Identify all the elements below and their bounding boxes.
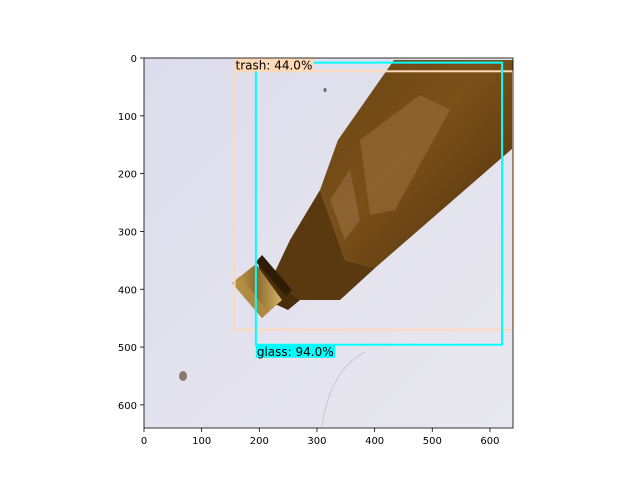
y-tick-label: 300 [118,227,137,238]
detection-box [254,61,504,346]
x-tick-label: 400 [365,436,384,447]
axes-frame [143,57,514,429]
x-tick-label: 200 [250,436,269,447]
y-tick-label: 400 [118,285,137,296]
x-tick-label: 300 [307,436,326,447]
y-axis: 0 100 200 300 400 500 600 [118,54,144,412]
stain-spot-small [323,88,327,92]
cap-rim [232,276,268,318]
y-tick-label: 500 [118,343,137,354]
x-axis: 0 100 200 300 400 500 600 [141,428,499,447]
bottle-neck [272,190,375,300]
surface-mark [321,351,366,427]
detection-label-bg [255,344,336,358]
detection-labels: trash: 44.0% glass: 94.0% [234,58,336,359]
stain-spot [179,371,187,381]
detection-label: trash: 44.0% [236,58,313,72]
y-tick-label: 0 [131,54,137,65]
neck-ring [256,255,292,296]
x-tick-label: 0 [141,436,147,447]
detection-label-bg [234,58,314,72]
x-tick-label: 100 [192,436,211,447]
y-tick-label: 600 [118,401,137,412]
y-tick-label: 100 [118,112,137,123]
bottle-cap [232,264,282,318]
bottle-highlight [360,95,450,215]
y-tick-label: 200 [118,170,137,181]
photo-area [144,58,513,428]
x-tick-label: 500 [423,436,442,447]
x-tick-label: 600 [480,436,499,447]
bottle-highlight-2 [330,170,360,240]
detection-label: glass: 94.0% [257,345,334,359]
